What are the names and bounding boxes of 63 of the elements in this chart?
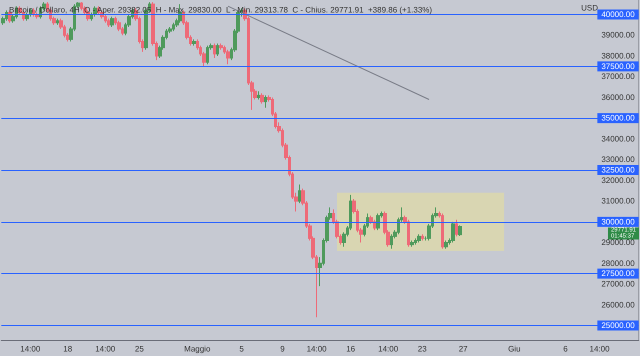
candlestick — [172, 22, 175, 32]
candlestick — [117, 20, 121, 32]
ref-line-label: 25000.00 — [601, 320, 636, 330]
candlestick — [110, 16, 114, 28]
y-tick-label: 34000.00 — [601, 134, 636, 144]
y-tick-label: 37000.00 — [601, 72, 636, 82]
ref-line-label: 27500.00 — [601, 269, 636, 278]
candlestick — [376, 213, 380, 231]
x-tick-label: 23 — [418, 344, 428, 354]
x-tick-label: Giu — [508, 344, 521, 354]
x-tick-label: 14:00 — [20, 344, 41, 354]
x-tick-label: 14:00 — [589, 344, 610, 354]
y-tick-label: 39000.00 — [601, 30, 636, 40]
ref-line-label: 30000.00 — [601, 217, 636, 226]
x-tick-label: 9 — [280, 344, 286, 354]
x-tick-label: Maggio — [184, 344, 211, 354]
candlestick — [213, 43, 216, 59]
x-tick-label: 14:00 — [378, 344, 399, 354]
candlestick — [444, 240, 448, 250]
x-tick-label: 27 — [458, 344, 468, 354]
candlestick — [206, 45, 209, 65]
y-axis-title: USD — [581, 4, 598, 12]
ref-line-label: 37500.00 — [601, 62, 636, 71]
y-tick-label: 31000.00 — [601, 196, 636, 206]
x-tick-label: 5 — [239, 344, 244, 354]
y-tick-label: 32000.00 — [601, 176, 636, 185]
candlestick — [298, 184, 301, 204]
x-tick-label: 16 — [346, 344, 356, 354]
ref-line-label: 40000.00 — [601, 10, 636, 20]
candlestick — [226, 49, 230, 65]
candlestick — [414, 238, 417, 246]
candlestick — [264, 94, 267, 108]
candlestick — [107, 18, 110, 28]
y-tick-label: 28000.00 — [601, 258, 636, 268]
candlestick — [451, 221, 455, 244]
candlestick — [421, 234, 424, 241]
candlestick — [455, 219, 458, 237]
y-tick-label: 26000.00 — [601, 300, 636, 310]
x-tick-label: 14:00 — [306, 344, 328, 354]
y-tick-label: 33000.00 — [601, 155, 636, 164]
candlestick — [441, 213, 444, 250]
y-tick-label: 36000.00 — [601, 92, 636, 102]
candlestick — [458, 224, 462, 237]
candlestick — [407, 219, 410, 248]
x-tick-label: 18 — [63, 344, 73, 354]
candlestick — [219, 43, 223, 50]
candlestick — [410, 240, 414, 248]
y-tick-label: 29000.00 — [601, 238, 636, 248]
y-tick-label: 27000.00 — [601, 280, 636, 289]
x-tick-label: 6 — [563, 344, 568, 354]
candlestick — [216, 43, 219, 56]
x-tick-label: 14:00 — [95, 344, 116, 354]
y-tick-label: 38000.00 — [601, 51, 636, 60]
candlestick — [417, 234, 421, 244]
candlestick — [104, 14, 107, 24]
candlestick — [260, 92, 264, 104]
candlestick — [56, 18, 59, 26]
ref-line-label: 32500.00 — [601, 166, 636, 174]
ref-line-label: 35000.00 — [601, 114, 636, 123]
candlestick — [257, 90, 260, 100]
x-tick-label: 25 — [134, 344, 144, 354]
candlestick — [390, 234, 393, 250]
candlestick — [192, 38, 196, 46]
